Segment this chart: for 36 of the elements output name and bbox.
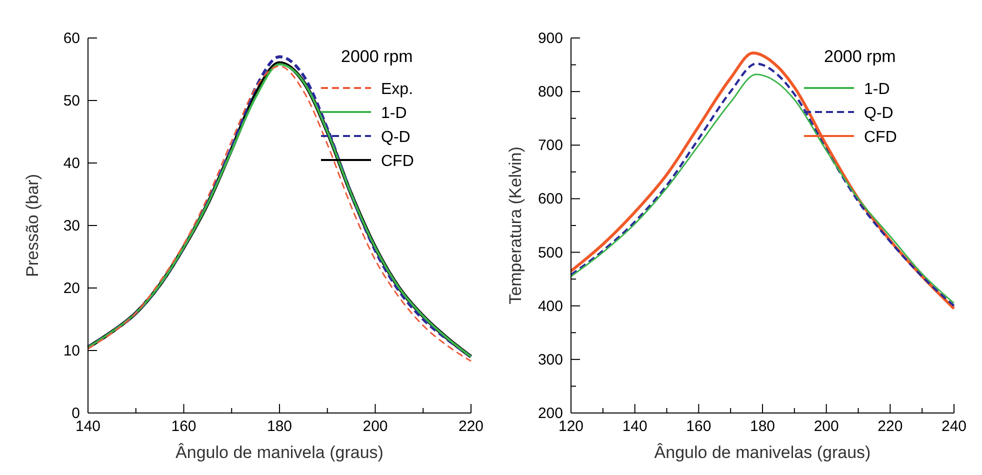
y-tick-label: 50 [63,92,80,110]
y-tick-label: 10 [63,342,80,360]
y-tick-label: 60 [63,30,80,47]
y-tick-label: 800 [538,84,563,101]
y-tick-label: 600 [538,190,563,208]
x-tick-label: 200 [814,418,839,435]
y-tick-label: 40 [63,155,80,172]
x-tick-label: 240 [941,418,967,435]
y-tick-label: 20 [63,280,80,297]
y-tick-label: 300 [538,351,563,368]
x-tick-label: 180 [266,418,292,435]
y-tick-label: 400 [538,298,563,315]
legend-label: Exp. [381,81,414,98]
x-axis-title: Ângulo de manivelas (graus) [654,443,871,462]
legend-label: CFD [381,153,414,170]
x-tick-label: 140 [622,418,648,435]
x-tick-label: 220 [458,418,484,435]
x-tick-label: 200 [362,418,388,435]
legend-title: 2000 rpm [341,47,413,66]
legend-label: CFD [864,129,897,146]
legend-label: 1-D [864,81,890,98]
y-tick-label: 700 [538,137,563,154]
y-tick-label: 30 [63,218,80,234]
x-axis-title: Ângulo de manivela (graus) [176,443,384,462]
legend-label: Q-D [381,129,410,146]
legend-label: Q-D [864,105,894,122]
legend-title: 2000 rpm [824,47,896,66]
y-tick-label: 500 [538,244,563,262]
y-axis-title: Pressão (bar) [23,174,42,277]
x-tick-label: 160 [686,418,712,435]
x-tick-label: 160 [171,418,196,435]
y-tick-label: 900 [538,30,563,47]
legend-label: 1-D [381,105,407,122]
x-tick-label: 180 [750,418,776,435]
y-axis-title: Temperatura (Kelvin) [506,146,525,304]
x-tick-label: 220 [878,418,903,435]
